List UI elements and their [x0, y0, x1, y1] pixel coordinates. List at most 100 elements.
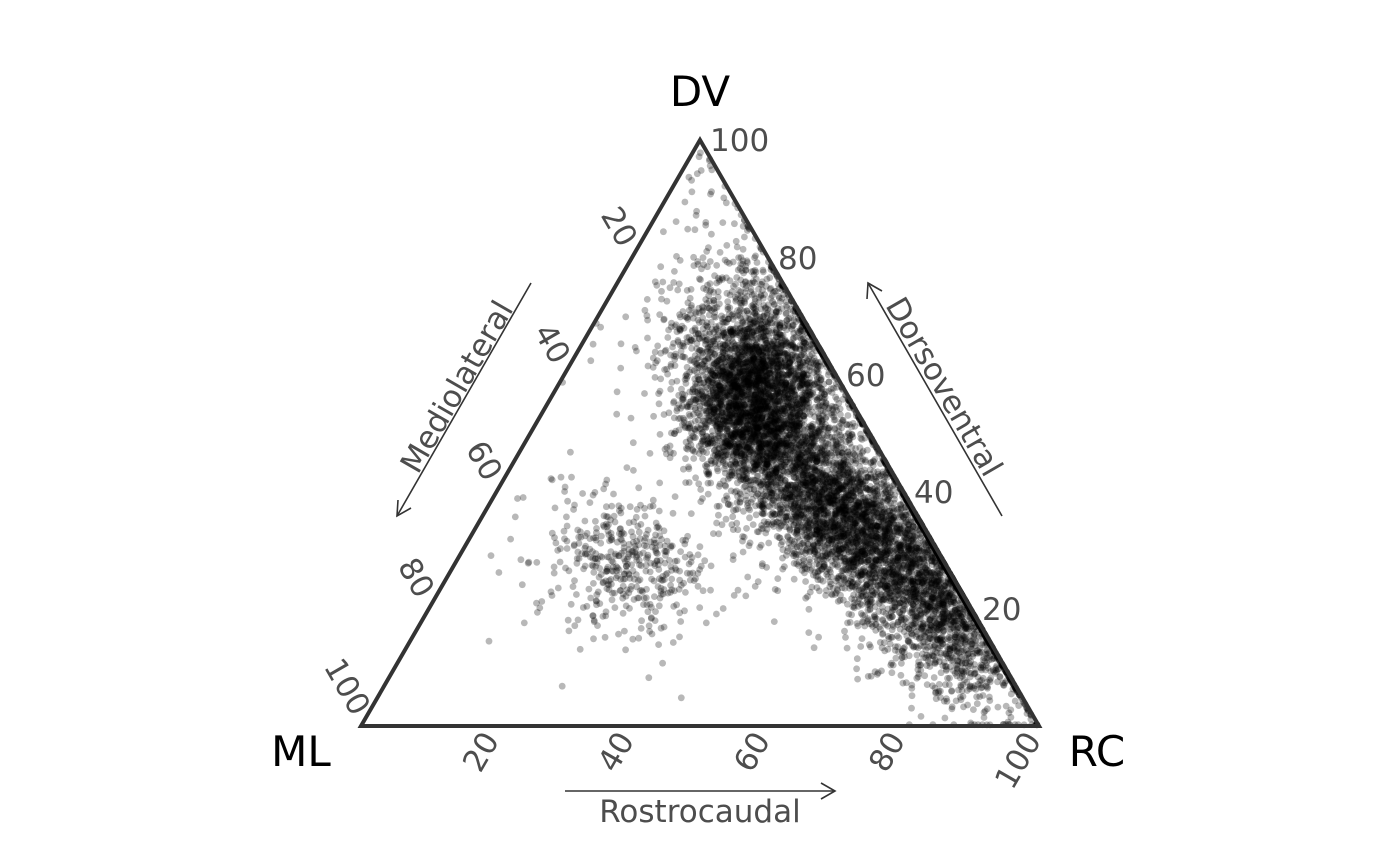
scatter-point: [759, 286, 766, 294]
scatter-point: [744, 332, 751, 340]
scatter-point: [773, 408, 781, 415]
scatter-point: [794, 372, 802, 379]
scatter-point: [782, 362, 790, 369]
scatter-point: [644, 316, 651, 324]
scatter-point: [770, 426, 778, 433]
scatter-point: [752, 380, 760, 388]
scatter-point: [714, 358, 722, 366]
scatter-point: [759, 372, 767, 379]
scatter-point: [757, 395, 764, 403]
scatter-point: [814, 365, 821, 373]
scatter-point: [699, 495, 706, 502]
scatter-point: [712, 381, 720, 388]
scatter-point: [751, 356, 758, 363]
scatter-point: [765, 376, 772, 384]
scatter-point: [758, 562, 766, 570]
scatter-point: [743, 326, 751, 333]
scatter-point: [752, 377, 759, 385]
scatter-point: [743, 340, 751, 348]
scatter-point: [787, 364, 795, 372]
scatter-point: [714, 392, 721, 399]
scatter-point: [825, 387, 832, 395]
scatter-point: [785, 363, 792, 371]
scatter-point: [807, 439, 815, 446]
scatter-point: [702, 336, 710, 344]
scatter-point: [694, 261, 702, 268]
scatter-point: [763, 352, 771, 360]
scatter-point: [736, 430, 744, 438]
scatter-point: [764, 381, 771, 389]
scatter-point: [727, 448, 734, 456]
scatter-point: [752, 343, 760, 351]
scatter-point: [766, 349, 774, 357]
scatter-point: [781, 417, 788, 425]
scatter-point: [765, 391, 772, 398]
scatter-point: [749, 368, 756, 375]
scatter-point: [767, 452, 775, 460]
scatter-point: [683, 287, 691, 294]
scatter-point: [733, 368, 741, 376]
scatter-point: [785, 391, 792, 398]
scatter-point: [736, 299, 744, 307]
scatter-point: [759, 346, 766, 353]
scatter-point: [769, 499, 776, 507]
scatter-point: [722, 346, 729, 354]
scatter-point: [728, 335, 736, 342]
scatter-point: [660, 411, 668, 418]
scatter-point: [773, 338, 781, 346]
scatter-point: [795, 356, 803, 364]
scatter-point: [762, 327, 769, 335]
scatter-point: [768, 392, 775, 400]
scatter-point: [769, 289, 777, 296]
scatter-point: [643, 312, 651, 320]
scatter-point: [683, 334, 691, 341]
scatter-point: [764, 345, 772, 353]
scatter-point: [726, 402, 734, 410]
scatter-point: [724, 344, 731, 352]
scatter-point: [726, 377, 733, 385]
scatter-point: [698, 388, 706, 396]
scatter-point: [705, 418, 713, 425]
scatter-point: [762, 390, 770, 398]
scatter-point: [617, 340, 625, 348]
scatter-point: [807, 443, 815, 450]
scatter-point: [786, 359, 793, 367]
scatter-point: [733, 331, 740, 338]
scatter-point: [750, 328, 757, 336]
scatter-point: [775, 441, 783, 449]
scatter-point: [772, 344, 779, 352]
scatter-point: [711, 304, 719, 312]
scatter-point: [740, 308, 748, 315]
scatter-point: [775, 361, 783, 369]
scatter-point: [759, 294, 767, 302]
scatter-point: [730, 282, 737, 290]
scatter-point: [670, 340, 677, 347]
scatter-point: [727, 441, 734, 448]
scatter-point: [751, 407, 759, 414]
scatter-point: [704, 367, 712, 374]
scatter-point: [786, 379, 794, 387]
scatter-point: [728, 363, 736, 370]
scatter-point: [816, 426, 823, 434]
scatter-point: [696, 425, 704, 432]
scatter-point: [802, 361, 809, 369]
scatter-point: [789, 321, 797, 329]
scatter-point: [764, 403, 772, 410]
scatter-point: [771, 377, 779, 385]
scatter-point: [800, 370, 807, 377]
scatter-point: [718, 521, 726, 529]
scatter-point: [688, 356, 695, 364]
scatter-point: [809, 344, 817, 352]
scatter-point: [794, 328, 801, 335]
scatter-point: [747, 437, 754, 444]
scatter-point: [766, 352, 773, 360]
scatter-point: [686, 294, 694, 302]
scatter-point: [740, 336, 747, 344]
scatter-point: [749, 330, 756, 337]
scatter-point: [776, 379, 784, 386]
scatter-point: [716, 378, 724, 386]
scatter-point: [750, 267, 757, 275]
scatter-point: [750, 363, 758, 371]
scatter-point: [772, 391, 780, 399]
scatter-point: [724, 345, 732, 353]
